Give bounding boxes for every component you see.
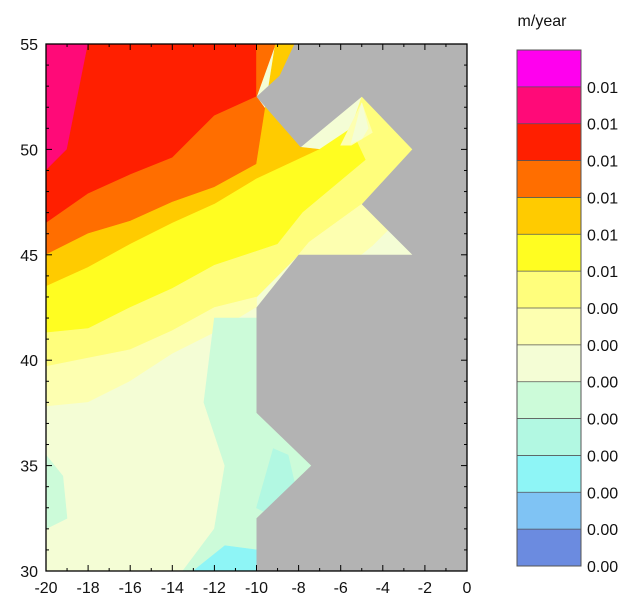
colorbar-bin [517, 418, 581, 456]
y-tick-label: 40 [20, 353, 38, 370]
colorbar-level-label: 0.014 [587, 117, 618, 134]
colorbar-bin [517, 86, 581, 124]
colorbar-bin [517, 344, 581, 382]
colorbar-bin [517, 197, 581, 235]
land-mask [256, 44, 467, 571]
x-tick-label: -12 [203, 580, 226, 597]
colorbar-bin [517, 492, 581, 530]
colorbar-bin [517, 381, 581, 419]
colorbar-bin [517, 234, 581, 272]
colorbar-bin [517, 455, 581, 493]
colorbar-level-label: 0.015 [587, 80, 618, 97]
y-tick-label: 50 [20, 142, 38, 159]
colorbar-bin [517, 50, 581, 87]
colorbar-level-label: 0.011 [587, 227, 618, 244]
y-tick-label: 30 [20, 564, 38, 581]
colorbar-level-label: 0.005 [587, 448, 618, 465]
colorbar-level-label: 0.008 [587, 338, 618, 355]
x-tick-label: -10 [245, 580, 268, 597]
colorbar-bin [517, 529, 581, 566]
colorbar-level-label: 0.007 [587, 375, 618, 392]
colorbar-bin [517, 160, 581, 198]
colorbar-bin [517, 308, 581, 345]
colorbar-level-label: 0.01 [587, 264, 618, 281]
colorbar-bin [517, 271, 581, 308]
colorbar: 0.002 0.003 0.004 0.005 0.006 0.007 0.008 0.009… [516, 49, 618, 576]
colorbar-level-label: 0.003 [587, 522, 618, 539]
x-tick-label: -18 [77, 580, 100, 597]
x-tick-label: -6 [334, 580, 348, 597]
colorbar-units-label: m/year [518, 13, 568, 30]
y-axis: 30 35 40 45 50 55 [20, 37, 467, 581]
x-tick-label: 0 [463, 580, 472, 597]
y-tick-label: 55 [20, 37, 38, 54]
x-tick-label: -4 [376, 580, 390, 597]
colorbar-level-label: 0.004 [587, 485, 618, 502]
y-tick-label: 35 [20, 459, 38, 476]
x-axis: -20 -18 -16 -14 -12 -10 -8 -6 -4 -2 0 [34, 44, 472, 597]
colorbar-level-label: 0.006 [587, 412, 618, 429]
colorbar-level-label: 0.009 [587, 301, 618, 318]
colorbar-level-label: 0.013 [587, 154, 618, 171]
x-tick-label: -14 [161, 580, 184, 597]
x-tick-label: -20 [34, 580, 57, 597]
contour-region-band-0.007-ne [350, 102, 369, 144]
y-tick-label: 45 [20, 248, 38, 265]
x-tick-label: -8 [291, 580, 305, 597]
colorbar-level-label: 0.002 [587, 559, 618, 576]
colorbar-bin [517, 123, 581, 161]
colorbar-level-label: 0.012 [587, 190, 618, 207]
x-tick-label: -2 [418, 580, 432, 597]
x-tick-label: -16 [119, 580, 142, 597]
